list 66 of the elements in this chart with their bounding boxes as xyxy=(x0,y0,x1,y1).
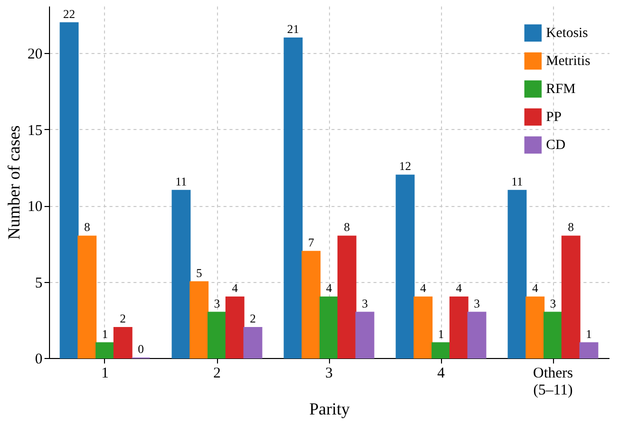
bar xyxy=(449,296,468,358)
data-label: 4 xyxy=(420,281,426,296)
data-label: 5 xyxy=(196,266,202,280)
data-label: 4 xyxy=(232,281,238,296)
data-label: 7 xyxy=(308,235,314,250)
x-tick-label: 3 xyxy=(325,366,333,382)
bar xyxy=(396,174,415,358)
x-axis-title: Parity xyxy=(309,400,350,418)
y-axis-title: Number of cases xyxy=(4,125,24,240)
y-tick-label: 20 xyxy=(28,46,42,63)
bar xyxy=(337,236,356,358)
data-label: 0 xyxy=(138,342,144,356)
legend-label: Ketosis xyxy=(546,26,588,41)
x-tick-label: Others (5–11) xyxy=(533,366,574,398)
bar xyxy=(526,296,545,358)
data-label: 22 xyxy=(63,6,76,21)
bar xyxy=(320,296,338,358)
bar xyxy=(60,22,79,358)
bar xyxy=(243,327,262,358)
bar xyxy=(508,190,527,358)
data-label: 11 xyxy=(511,174,523,188)
bar xyxy=(414,296,433,358)
data-label: 3 xyxy=(362,296,368,310)
data-label: 11 xyxy=(175,174,187,188)
bar xyxy=(78,236,97,358)
bar xyxy=(302,250,321,358)
bar xyxy=(208,312,226,358)
bar xyxy=(544,312,562,358)
x-tick-label: 2 xyxy=(213,366,221,382)
bar xyxy=(96,342,114,358)
legend-label: Metritis xyxy=(546,54,590,69)
data-label: 3 xyxy=(214,296,220,310)
data-label: 4 xyxy=(456,281,462,296)
data-label: 4 xyxy=(532,281,538,296)
x-tick-label: 4 xyxy=(437,366,446,382)
bar xyxy=(225,296,244,358)
data-label: 2 xyxy=(250,312,256,326)
bar xyxy=(432,342,450,358)
data-label: 2 xyxy=(120,312,126,326)
bar xyxy=(355,312,374,358)
bar xyxy=(190,281,209,358)
y-tick-label: 5 xyxy=(35,275,42,292)
data-label: 21 xyxy=(287,22,300,36)
x-tick-label: 1 xyxy=(101,366,109,382)
y-tick-label: 15 xyxy=(28,122,42,139)
data-label: 8 xyxy=(344,220,350,234)
bar xyxy=(172,190,191,358)
bar xyxy=(113,327,132,358)
y-tick-label: 0 xyxy=(35,352,42,368)
bar xyxy=(561,236,580,358)
data-label: 8 xyxy=(84,220,90,234)
data-label: 3 xyxy=(474,296,480,310)
bar xyxy=(284,38,303,358)
legend-label: RFM xyxy=(546,82,576,97)
bar xyxy=(467,312,486,358)
data-label: 3 xyxy=(550,296,556,310)
data-label: 1 xyxy=(102,326,108,341)
data-label: 1 xyxy=(586,326,592,341)
data-label: 4 xyxy=(326,281,332,296)
legend-label: PP xyxy=(546,110,562,125)
y-tick-label: 10 xyxy=(28,199,42,216)
legend-label: CD xyxy=(546,138,566,153)
data-label: 12 xyxy=(399,159,412,174)
data-label: 8 xyxy=(568,220,574,234)
bar xyxy=(579,342,598,358)
data-label: 1 xyxy=(438,326,444,341)
